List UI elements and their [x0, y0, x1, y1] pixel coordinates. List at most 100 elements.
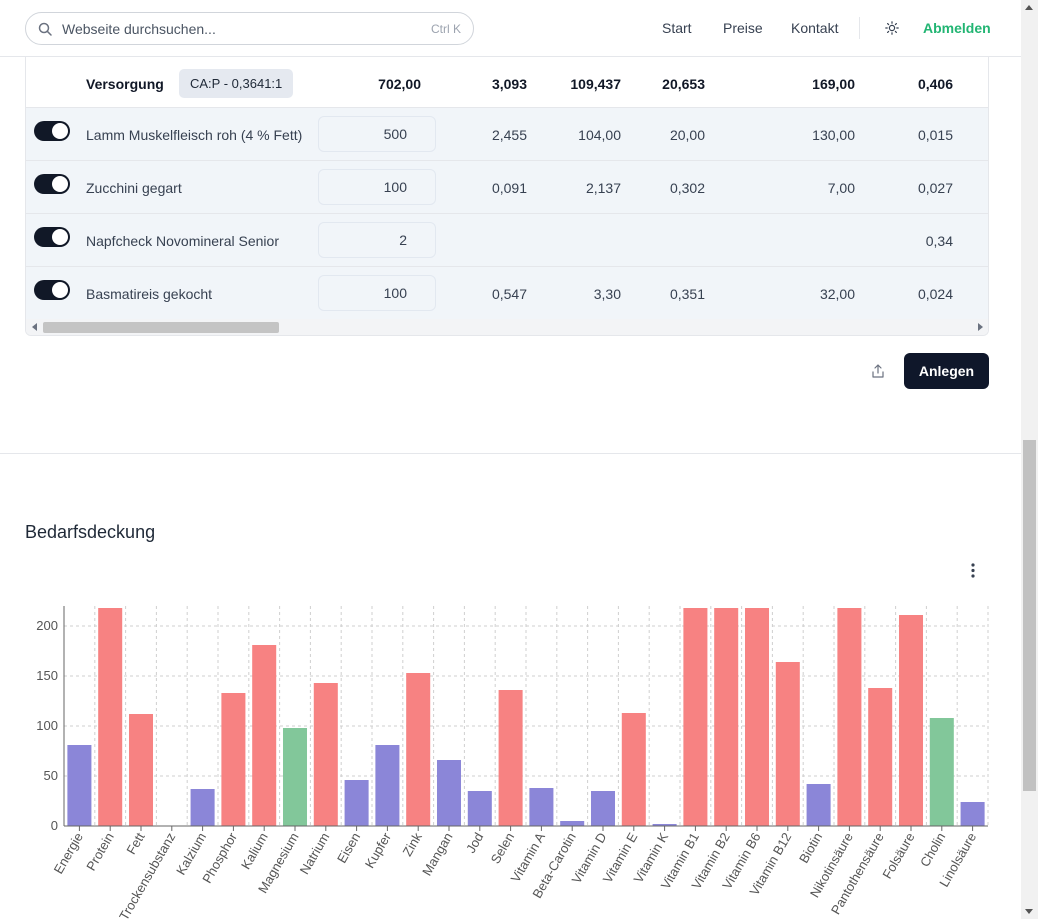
bar — [837, 608, 862, 826]
bar — [375, 745, 400, 826]
search-shortcut: Ctrl K — [431, 22, 461, 36]
bar — [868, 688, 893, 826]
y-tick-label: 200 — [36, 618, 58, 633]
nav-link-contact[interactable]: Kontakt — [791, 20, 839, 36]
nutrient-value: 0,024 — [917, 286, 953, 302]
nav-link-start[interactable]: Start — [662, 20, 692, 36]
summary-label: Versorgung — [86, 76, 164, 92]
top-navbar: Ctrl K Start Preise Kontakt Abmelden — [0, 0, 1021, 57]
y-tick-label: 0 — [51, 818, 58, 833]
nav-separator — [859, 17, 860, 39]
scrollbar-thumb[interactable] — [43, 322, 279, 333]
nutrient-value: 0,027 — [917, 180, 953, 196]
x-tick-label: Fett — [123, 830, 147, 857]
table-summary-row: Versorgung CA:P - 0,3641:1 702,00 3,093 … — [26, 57, 988, 108]
search-icon — [38, 22, 52, 36]
nutrient-value: 0,351 — [669, 286, 705, 302]
nutrient-value: 130,00 — [812, 127, 855, 143]
ingredient-name: Lamm Muskelfleisch roh (4 % Fett) — [86, 127, 303, 143]
scroll-left-arrow-icon[interactable] — [32, 323, 37, 331]
table-row: Basmatireis gekocht 0,547 3,30 0,351 32,… — [26, 267, 988, 320]
bar — [775, 662, 800, 826]
ingredient-toggle[interactable] — [34, 227, 70, 247]
bar — [313, 683, 338, 826]
nutrient-value: 3,30 — [593, 286, 621, 302]
bar — [406, 673, 431, 826]
ingredient-name: Zucchini gegart — [86, 180, 182, 196]
section-title: Bedarfsdeckung — [25, 522, 156, 542]
y-tick-label: 50 — [44, 768, 58, 783]
bar — [652, 824, 677, 826]
y-tick-label: 100 — [36, 718, 58, 733]
search-box[interactable]: Ctrl K — [25, 12, 474, 45]
amount-input[interactable] — [318, 275, 436, 311]
summary-value: 109,437 — [570, 76, 621, 92]
table-row: Lamm Muskelfleisch roh (4 % Fett) 2,455 … — [26, 108, 988, 161]
ingredient-toggle[interactable] — [34, 280, 70, 300]
x-tick-label: Eisen — [334, 830, 363, 866]
x-tick-label: Energie — [51, 830, 86, 876]
bar — [929, 718, 954, 826]
search-input[interactable] — [62, 19, 402, 39]
summary-value: 20,653 — [662, 76, 705, 92]
bar — [498, 690, 523, 826]
nutrient-value: 2,137 — [585, 180, 621, 196]
ingredient-toggle[interactable] — [34, 174, 70, 194]
share-icon[interactable] — [870, 363, 886, 379]
amount-input[interactable] — [318, 222, 436, 258]
scroll-right-arrow-icon[interactable] — [978, 323, 983, 331]
nutrient-value: 0,302 — [669, 180, 705, 196]
x-tick-label: Natrium — [297, 830, 333, 877]
nutrient-value: 0,015 — [917, 127, 953, 143]
theme-toggle-sun-icon[interactable] — [885, 21, 899, 35]
ingredient-name: Napfcheck Novomineral Senior — [86, 233, 279, 249]
table-horizontal-scrollbar[interactable] — [26, 319, 988, 335]
page-vertical-scrollbar[interactable] — [1021, 0, 1038, 919]
nav-link-prices[interactable]: Preise — [723, 20, 763, 36]
bar — [744, 608, 770, 826]
bar — [67, 745, 92, 826]
scroll-down-arrow-icon[interactable] — [1025, 909, 1033, 914]
nutrient-table: Versorgung CA:P - 0,3641:1 702,00 3,093 … — [25, 57, 989, 336]
table-row: Zucchini gegart 0,091 2,137 0,302 7,00 0… — [26, 161, 988, 214]
bar — [221, 693, 246, 826]
nutrient-value: 32,00 — [819, 286, 855, 302]
bar — [806, 784, 831, 826]
nutrient-value: 0,091 — [491, 180, 527, 196]
nutrient-value: 104,00 — [578, 127, 621, 143]
bar — [960, 802, 985, 826]
amount-input[interactable] — [318, 169, 436, 205]
x-tick-label: Biotin — [796, 830, 825, 866]
page-scrollbar-thumb[interactable] — [1023, 440, 1036, 791]
ca-p-ratio-badge: CA:P - 0,3641:1 — [179, 69, 294, 98]
summary-value: 169,00 — [812, 76, 855, 92]
nutrient-value: 2,455 — [491, 127, 527, 143]
scroll-up-arrow-icon[interactable] — [1025, 5, 1033, 10]
x-tick-label: Zink — [400, 830, 426, 859]
bar — [344, 780, 369, 826]
x-tick-label: Protein — [83, 830, 117, 873]
kebab-menu-icon[interactable] — [966, 561, 980, 579]
ingredient-toggle[interactable] — [34, 121, 70, 141]
x-tick-label: Trockensubstanz — [116, 830, 178, 919]
bar — [590, 791, 616, 826]
bar — [898, 615, 924, 826]
bar — [714, 608, 739, 826]
ingredient-name: Basmatireis gekocht — [86, 286, 213, 302]
bar — [467, 791, 492, 826]
bar — [621, 713, 646, 826]
y-tick-label: 150 — [36, 668, 58, 683]
table-row: Napfcheck Novomineral Senior 0,34 — [26, 214, 988, 267]
summary-value: 702,00 — [378, 76, 421, 92]
bar — [560, 821, 585, 826]
summary-value: 0,406 — [917, 76, 953, 92]
amount-input[interactable] — [318, 116, 436, 152]
create-button[interactable]: Anlegen — [904, 353, 989, 389]
logout-link[interactable]: Abmelden — [923, 20, 991, 36]
bar — [529, 788, 554, 826]
x-tick-label: Cholin — [917, 830, 948, 869]
x-tick-label: Kalium — [238, 830, 271, 872]
nutrient-value: 7,00 — [827, 180, 855, 196]
x-tick-label: Jod — [463, 830, 486, 856]
